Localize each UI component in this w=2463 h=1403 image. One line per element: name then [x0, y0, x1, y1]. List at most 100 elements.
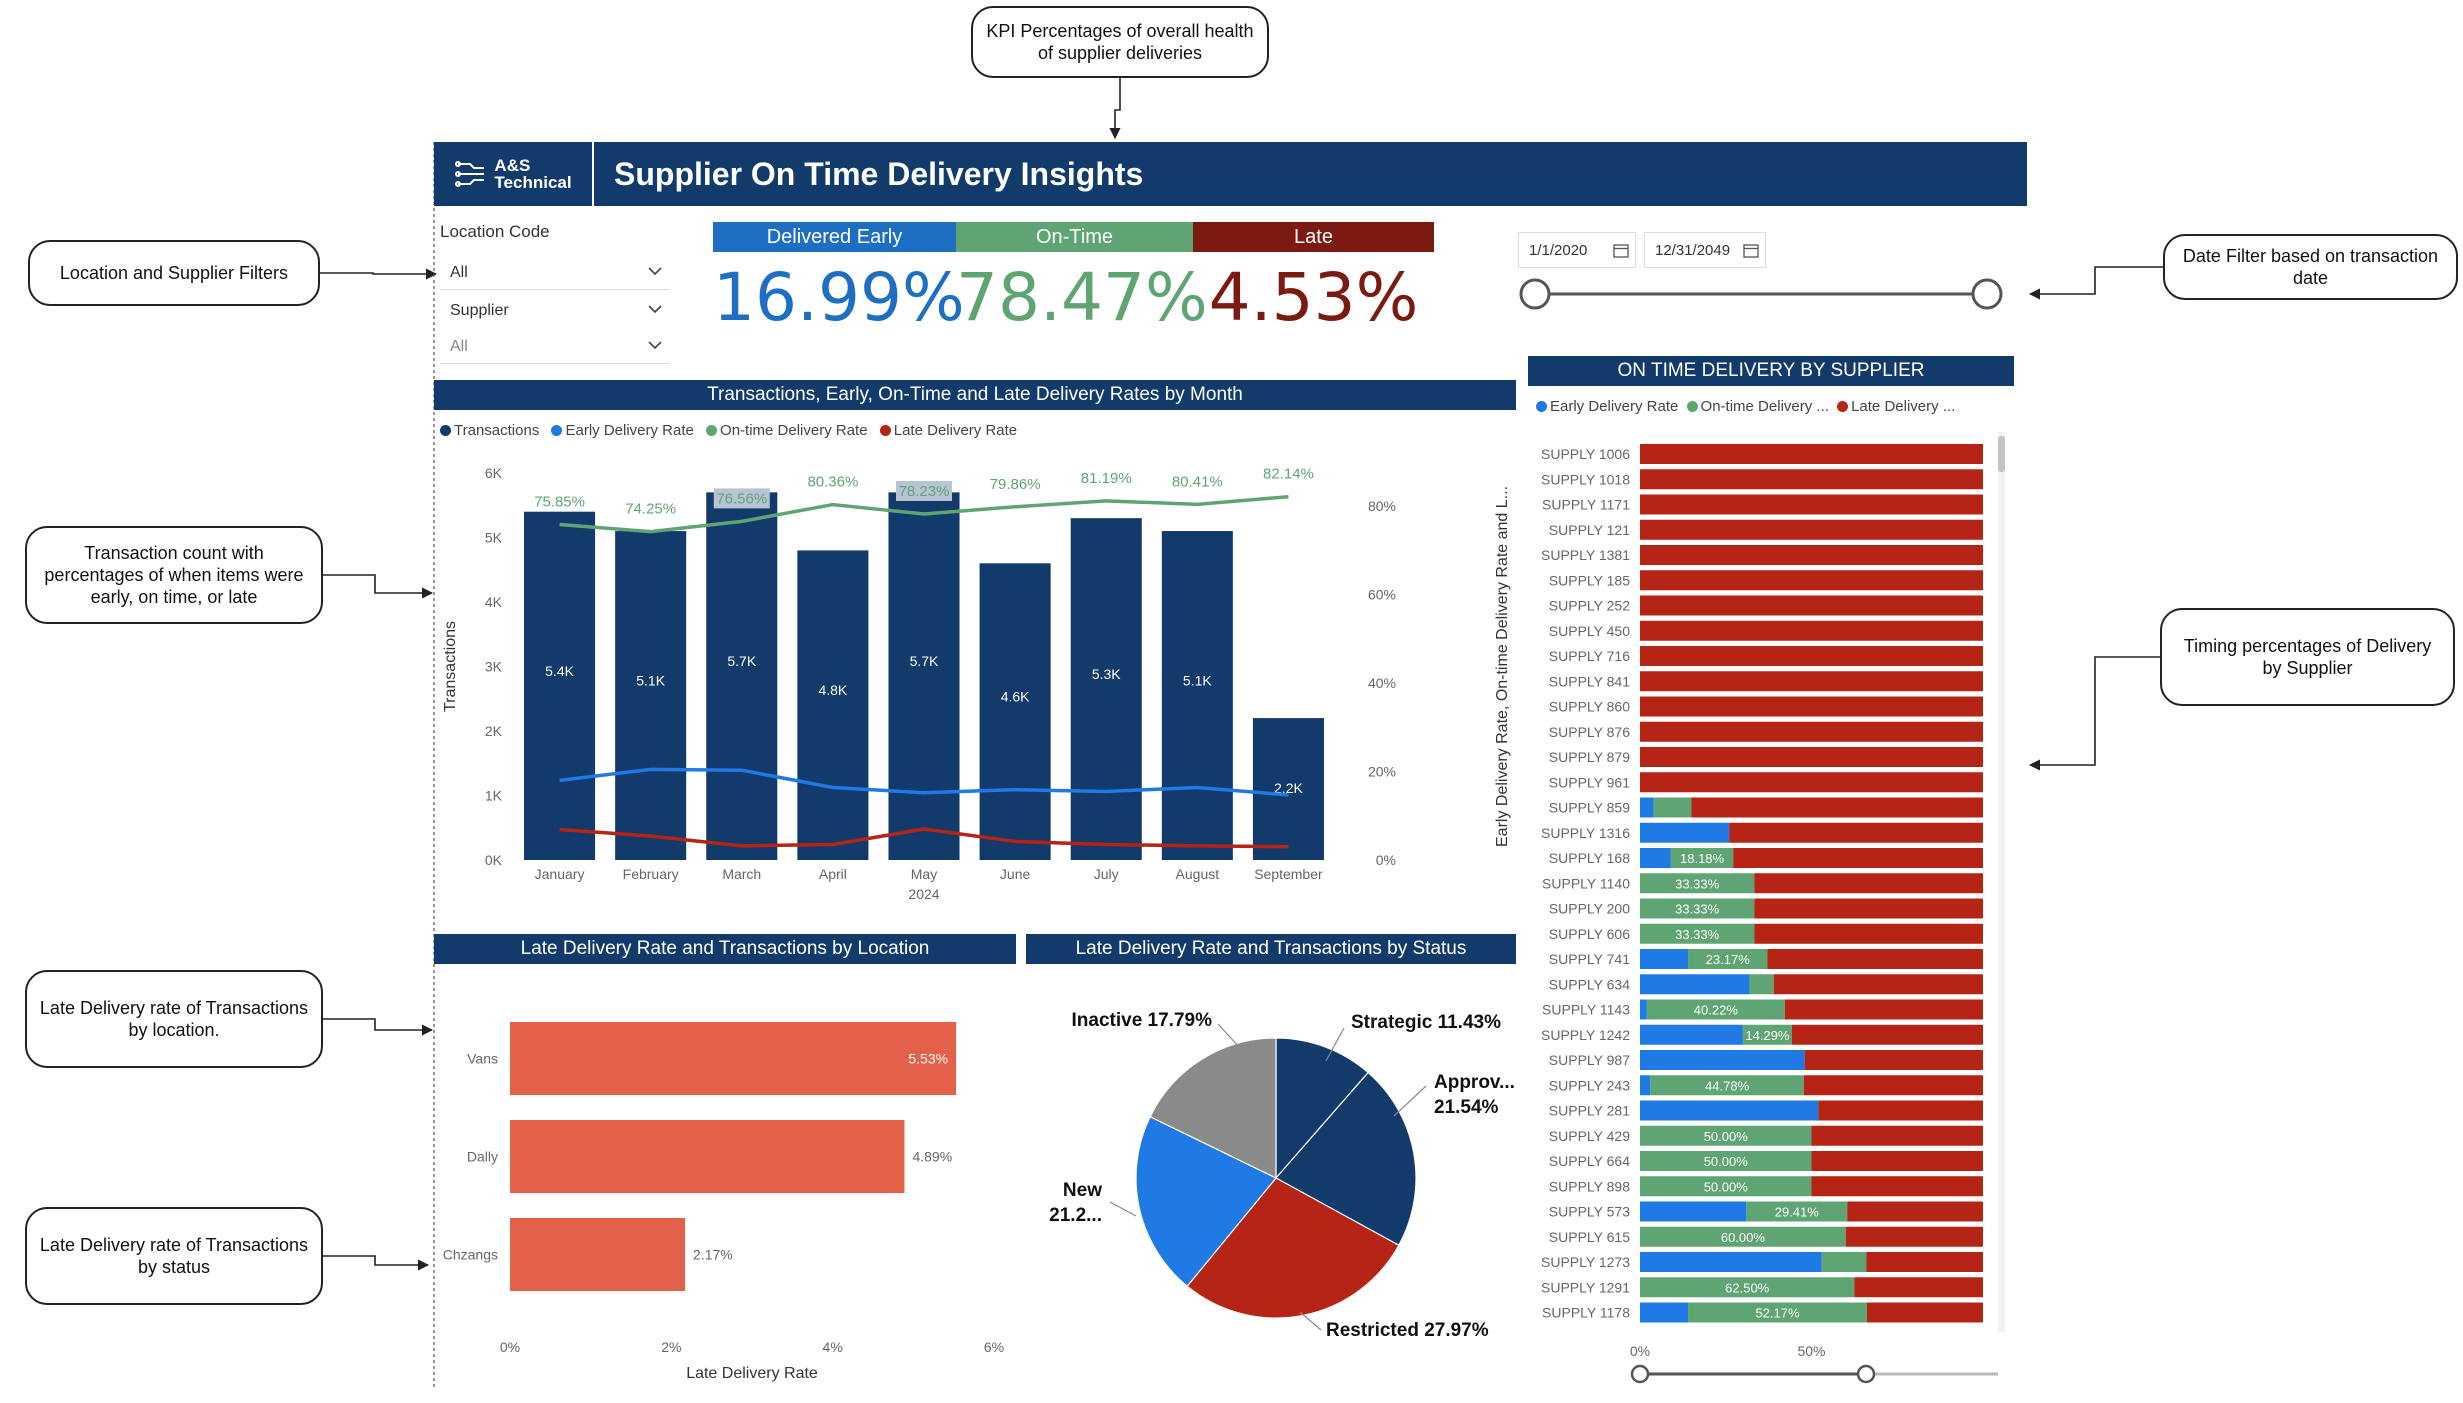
y-tick-label: 4K [485, 594, 503, 610]
end-date-input[interactable]: 12/31/2049 [1644, 232, 1766, 268]
bar-data-label: 4.6K [1001, 689, 1030, 705]
kpi-early-value: 16.99% [713, 259, 965, 336]
supplier-label: SUPPLY 185 [1549, 572, 1630, 588]
callout-timing-supplier: Timing percentages of Delivery by Suppli… [2160, 608, 2455, 706]
late-segment [1640, 545, 1983, 565]
ontime-segment [1640, 1151, 1812, 1171]
ontime-data-label: 33.33% [1675, 927, 1720, 942]
supplier-label: SUPPLY 573 [1549, 1204, 1630, 1220]
company-logo: A&S Technical [434, 142, 594, 206]
bar-data-label: 5.4K [545, 663, 574, 679]
supplier-label: SUPPLY 252 [1549, 598, 1630, 614]
ontime-data-label: 82.14% [1263, 466, 1314, 483]
legend-label: Early Delivery Rate [565, 422, 694, 439]
late-segment [1640, 519, 1983, 540]
legend-late[interactable]: Late Delivery Rate [879, 422, 1018, 439]
x-axis-label: Late Delivery Rate [686, 1365, 818, 1382]
supplier-dropdown-header[interactable]: Supplier [440, 294, 670, 328]
y2-tick-label: 80% [1368, 498, 1396, 514]
x-tick-label: August [1176, 866, 1220, 882]
ontime-segment [1746, 1201, 1848, 1222]
location-code-dropdown[interactable]: All [440, 256, 670, 290]
legend-late[interactable]: Late Delivery ... [1837, 398, 1955, 415]
supplier-dropdown[interactable]: All [440, 330, 670, 364]
ontime-data-label: 14.29% [1745, 1028, 1790, 1043]
zoom-slider-end-handle[interactable] [1856, 1364, 1876, 1384]
x-tick-label: 0% [500, 1339, 520, 1355]
supplier-label: SUPPLY 1018 [1541, 471, 1630, 487]
ontime-data-label: 75.85% [534, 494, 585, 511]
x-tick-label: June [1000, 866, 1031, 882]
start-date-input[interactable]: 1/1/2020 [1518, 232, 1636, 268]
x-year-label: 2024 [908, 886, 939, 902]
late-segment [1866, 1302, 1983, 1323]
transactions-bar [524, 511, 596, 860]
late-segment [1791, 1024, 1983, 1045]
scrollbar-thumb[interactable] [1998, 436, 2005, 472]
slice-label: Strategic 11.43% [1351, 1012, 1501, 1033]
legend-label: On-time Delivery Rate [720, 422, 868, 439]
y-tick-label: 0K [485, 852, 503, 868]
ontime-data-label: 52.17% [1755, 1306, 1800, 1321]
y2-tick-label: 0% [1376, 852, 1396, 868]
supplier-label: SUPPLY 1006 [1541, 446, 1630, 462]
legend-transactions[interactable]: Transactions [440, 422, 539, 439]
late-segment [1640, 595, 1983, 616]
late-segment [1640, 772, 1983, 793]
pie-slice [1275, 1071, 1417, 1247]
supplier-label: SUPPLY 987 [1549, 1052, 1630, 1068]
bar-data-label: 2.17% [693, 1247, 733, 1263]
supplier-chart: SUPPLY 1006 SUPPLY 1018 SUPPLY 1171 SUPPLY … [1541, 432, 2005, 1384]
ontime-data-label: 44.78% [1705, 1078, 1750, 1093]
transactions-bar [615, 531, 687, 860]
chevron-down-icon [648, 305, 662, 314]
legend-early[interactable]: Early Delivery Rate [551, 422, 694, 439]
x-tick-label: January [535, 866, 585, 882]
late-rate-line [559, 827, 1289, 849]
location-chart-title: Late Delivery Rate and Transactions by L… [434, 934, 1016, 964]
ontime-data-label: 50.00% [1704, 1129, 1749, 1144]
report-header: A&S Technical Supplier On Time Delivery … [434, 142, 2027, 206]
supplier-label: SUPPLY 1316 [1541, 825, 1630, 841]
supplier-label: SUPPLY 876 [1549, 724, 1630, 740]
x-tick-label: February [623, 866, 679, 882]
supplier-label: SUPPLY 243 [1549, 1077, 1630, 1093]
late-segment [1811, 1151, 1983, 1171]
ontime-segment [1670, 848, 1734, 868]
supplier-label: SUPPLY 1381 [1541, 547, 1630, 563]
early-segment [1640, 949, 1689, 969]
circuit-icon [455, 161, 485, 187]
supplier-label: Supplier [450, 302, 509, 319]
ontime-data-label: 60.00% [1721, 1230, 1766, 1245]
page-title: Supplier On Time Delivery Insights [614, 156, 1144, 192]
y-tick-label: Dally [467, 1149, 498, 1165]
early-segment [1640, 999, 1647, 1020]
date-range-slider[interactable] [1515, 276, 2015, 312]
transactions-bar [1161, 531, 1233, 860]
callout-late-location: Late Delivery rate of Transactions by lo… [25, 970, 323, 1068]
supplier-chart-title: ON TIME DELIVERY BY SUPPLIER [1528, 356, 2014, 386]
supplier-label: SUPPLY 1140 [1542, 875, 1630, 891]
callout-filters: Location and Supplier Filters [28, 240, 320, 306]
legend-ontime[interactable]: On-time Delivery Rate [706, 422, 868, 439]
zoom-slider-start-handle[interactable] [1630, 1364, 1650, 1384]
y-tick-label: Vans [467, 1051, 498, 1067]
data-label-bg [713, 488, 770, 509]
x-tick-label: 50% [1797, 1343, 1825, 1359]
supplier-label: SUPPLY 961 [1549, 774, 1630, 790]
callout-transactions: Transaction count with percentages of wh… [25, 526, 323, 624]
late-segment [1804, 1050, 1983, 1070]
legend-ontime[interactable]: On-time Delivery ... [1686, 398, 1829, 415]
ontime-data-label: 29.41% [1775, 1205, 1820, 1220]
slice-leader-line [1217, 1023, 1241, 1049]
supplier-label: SUPPLY 615 [1549, 1229, 1630, 1245]
early-segment [1640, 1050, 1805, 1070]
late-segment [1845, 1226, 1983, 1247]
ontime-segment [1688, 949, 1768, 969]
ontime-segment [1640, 873, 1755, 894]
legend-label: Late Delivery Rate [893, 422, 1018, 439]
legend-early[interactable]: Early Delivery Rate [1536, 398, 1678, 415]
late-segment [1811, 1176, 1983, 1197]
slider-end-handle[interactable] [1971, 278, 2003, 310]
slider-start-handle[interactable] [1519, 278, 1551, 310]
